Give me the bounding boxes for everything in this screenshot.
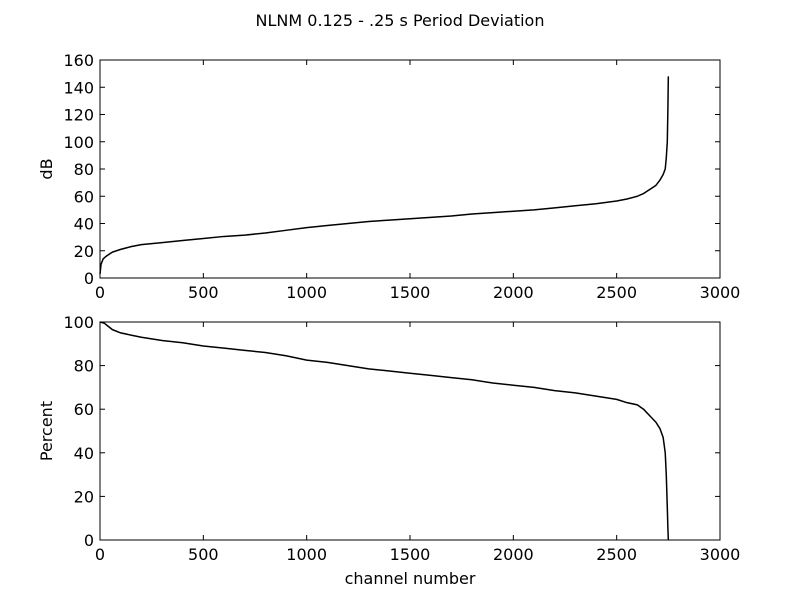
series-line-0-0 xyxy=(99,76,670,274)
y-tick-label: 20 xyxy=(74,242,94,261)
x-tick-label: 3000 xyxy=(700,545,741,564)
y-tick-label: 0 xyxy=(84,531,94,550)
x-tick-label: 2500 xyxy=(596,283,637,302)
y-tick-label: 0 xyxy=(84,269,94,288)
y-tick-label: 60 xyxy=(74,187,94,206)
y-tick-label: 20 xyxy=(74,487,94,506)
x-tick-label: 500 xyxy=(188,283,219,302)
x-tick-label: 500 xyxy=(188,545,219,564)
x-tick-label: 2000 xyxy=(493,283,534,302)
x-tick-label: 2000 xyxy=(493,545,534,564)
y-tick-label: 80 xyxy=(74,160,94,179)
y-tick-label: 60 xyxy=(74,400,94,419)
y-axis-label: dB xyxy=(37,158,56,179)
x-tick-label: 1000 xyxy=(286,283,327,302)
y-tick-label: 120 xyxy=(63,106,94,125)
chart-title: NLNM 0.125 - .25 s Period Deviation xyxy=(256,11,545,30)
x-tick-label: 1500 xyxy=(390,545,431,564)
x-tick-label: 0 xyxy=(95,283,105,302)
y-tick-label: 140 xyxy=(63,78,94,97)
x-tick-label: 1500 xyxy=(390,283,431,302)
y-tick-label: 100 xyxy=(63,133,94,152)
y-tick-label: 160 xyxy=(63,51,94,70)
x-tick-label: 0 xyxy=(95,545,105,564)
y-tick-label: 40 xyxy=(74,215,94,234)
x-tick-label: 1000 xyxy=(286,545,327,564)
y-tick-label: 40 xyxy=(74,444,94,463)
x-tick-label: 3000 xyxy=(700,283,741,302)
plot-frame xyxy=(99,321,721,541)
plot-frame xyxy=(99,59,721,279)
x-tick-label: 2500 xyxy=(596,545,637,564)
y-axis-label: Percent xyxy=(37,401,56,461)
series-line-1-0 xyxy=(99,321,670,541)
y-tick-label: 100 xyxy=(63,313,94,332)
x-axis-label: channel number xyxy=(345,569,476,588)
y-tick-label: 80 xyxy=(74,357,94,376)
panel-bottom-percent: 0 500 1000 1500 2000 2500 3000 0 20 40 60 80 100 Perc… xyxy=(37,313,740,588)
panel-top-db: 0 500 1000 1500 2000 2500 3000 0 20 40 60 80 100 120 1… xyxy=(37,51,740,302)
